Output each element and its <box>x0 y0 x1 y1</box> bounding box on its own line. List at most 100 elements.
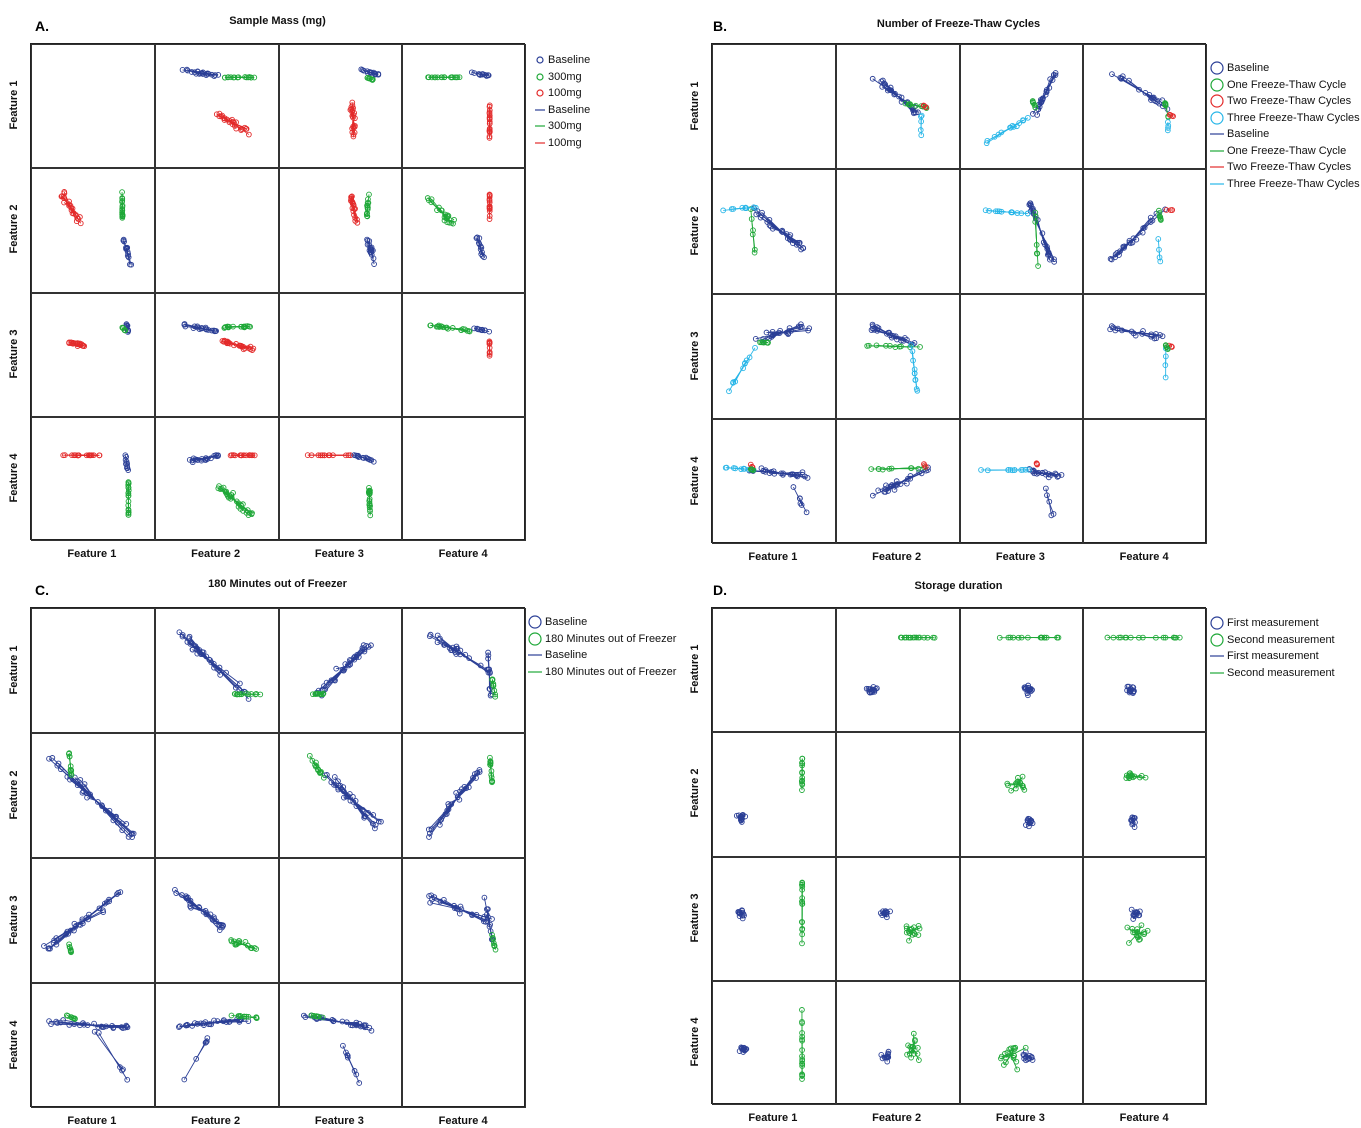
matrix-cell-4-4 <box>1083 419 1207 544</box>
data-point <box>349 208 356 215</box>
data-point <box>1137 774 1143 781</box>
data-point <box>436 323 443 330</box>
data-point <box>875 487 881 494</box>
data-point <box>125 509 132 516</box>
data-point <box>891 486 898 493</box>
data-point <box>786 325 793 331</box>
cell-plot-1-4 <box>425 69 493 141</box>
data-point <box>1018 634 1024 641</box>
legend-marker-item: Baseline <box>535 52 590 69</box>
data-point <box>442 811 449 817</box>
data-point <box>1038 634 1045 641</box>
legend-marker-circle <box>1210 94 1224 108</box>
data-point <box>894 482 900 488</box>
data-point <box>481 894 488 901</box>
data-point <box>455 649 462 656</box>
data-point <box>1157 258 1164 265</box>
data-point <box>230 119 237 126</box>
data-point <box>435 74 441 81</box>
data-point <box>432 74 438 81</box>
data-point <box>1136 634 1143 641</box>
matrix-cell-4-2 <box>154 416 279 541</box>
legend-label: First measurement <box>1227 650 1319 663</box>
data-point <box>124 1076 131 1083</box>
data-point <box>911 366 918 373</box>
matrix-cell-3-3 <box>959 294 1084 419</box>
data-point <box>1043 492 1050 499</box>
data-point <box>233 340 239 347</box>
data-point <box>1034 263 1041 269</box>
data-point <box>96 452 103 458</box>
data-point <box>771 470 778 477</box>
matrix-cell-3-3 <box>278 858 403 983</box>
data-point <box>369 820 376 827</box>
cell-plot-1-4 <box>1104 634 1183 696</box>
data-point <box>193 70 199 77</box>
matrix-cell-2-4 <box>402 168 526 293</box>
data-point <box>916 634 923 641</box>
data-point <box>992 208 999 215</box>
data-point <box>315 452 321 458</box>
data-point <box>352 1019 359 1026</box>
column-label: Feature 3 <box>995 1112 1045 1124</box>
data-point <box>193 645 200 652</box>
data-point <box>784 235 791 242</box>
matrix-cell-3-2 <box>835 294 960 419</box>
spoke-line <box>349 1061 355 1072</box>
data-point <box>241 344 248 351</box>
data-point <box>210 1017 217 1024</box>
data-point <box>486 666 493 673</box>
data-point <box>198 651 204 658</box>
data-point <box>1140 634 1146 641</box>
data-point <box>790 484 797 490</box>
data-point <box>1010 1052 1017 1059</box>
legend: Baseline One Freeze-Thaw Cycle Two Freeze-… <box>1210 60 1360 192</box>
data-point <box>1163 374 1169 381</box>
data-point <box>1110 634 1117 641</box>
legend-label: 100mg <box>548 87 582 100</box>
matrix-cell-3-2 <box>154 292 279 417</box>
legend-label: Three Freeze-Thaw Cycles <box>1227 177 1360 190</box>
data-point <box>227 74 234 81</box>
data-point <box>236 691 243 698</box>
legend-line-icon <box>535 142 545 144</box>
data-point <box>909 931 916 938</box>
data-point <box>893 478 900 484</box>
legend-label: Baseline <box>545 616 588 629</box>
legend-line-item: 100mg <box>535 135 590 152</box>
data-point <box>187 900 193 907</box>
data-point <box>110 817 117 824</box>
data-point <box>804 475 811 481</box>
data-point <box>1163 102 1169 109</box>
data-point <box>1045 498 1052 505</box>
data-point <box>451 217 458 223</box>
data-point <box>458 906 465 913</box>
matrix-cell-3-1 <box>712 856 836 981</box>
legend-marker-item: 100mg <box>535 85 590 102</box>
data-point <box>213 111 220 118</box>
data-point <box>350 212 357 219</box>
scatter-matrix <box>30 607 526 1108</box>
data-point <box>482 326 489 333</box>
data-point <box>339 1018 345 1025</box>
data-point <box>491 940 497 947</box>
legend-label: Baseline <box>548 54 591 67</box>
spoke-line <box>1048 502 1054 515</box>
data-point <box>1124 687 1131 694</box>
spoke-line <box>1121 78 1145 94</box>
matrix-cell-2-1 <box>31 168 155 293</box>
data-point <box>903 925 910 931</box>
data-point <box>235 939 242 946</box>
data-point <box>741 1046 748 1053</box>
data-point <box>1041 634 1047 641</box>
data-point <box>251 945 258 951</box>
data-point <box>321 452 327 458</box>
data-point <box>445 801 452 807</box>
data-point <box>476 240 482 247</box>
scatter-matrix <box>30 43 526 541</box>
data-point <box>1117 248 1124 255</box>
data-point <box>312 759 319 766</box>
data-point <box>211 916 217 922</box>
data-point <box>370 255 376 262</box>
data-point <box>1033 250 1040 257</box>
